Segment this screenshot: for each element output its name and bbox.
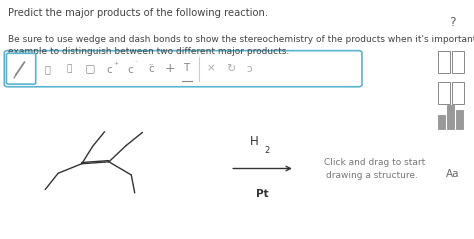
Bar: [452, 51, 464, 73]
Text: ↻: ↻: [226, 64, 236, 74]
Text: Aa: Aa: [446, 169, 459, 179]
Bar: [438, 82, 450, 104]
Text: c: c: [107, 65, 113, 75]
Bar: [456, 110, 463, 129]
Text: Pt: Pt: [256, 189, 269, 199]
Text: ✋: ✋: [67, 64, 72, 73]
Text: 2: 2: [264, 146, 270, 155]
Text: ⬭: ⬭: [45, 64, 50, 74]
Text: drawing a structure.: drawing a structure.: [327, 171, 418, 180]
Text: c: c: [128, 65, 133, 75]
Text: +: +: [114, 61, 119, 66]
Text: ?: ?: [449, 16, 456, 29]
Bar: [452, 82, 464, 104]
Bar: [438, 51, 450, 73]
Text: ⁻: ⁻: [134, 61, 137, 66]
Text: Click and drag to start: Click and drag to start: [324, 158, 425, 167]
Text: Predict the major products of the following reaction.: Predict the major products of the follow…: [8, 8, 268, 18]
Text: Be sure to use wedge and dash bonds to show the stereochemistry of the products : Be sure to use wedge and dash bonds to s…: [8, 35, 474, 56]
Text: ×: ×: [207, 64, 215, 74]
Bar: [438, 115, 445, 129]
Bar: [447, 105, 454, 129]
FancyBboxPatch shape: [7, 53, 36, 84]
Text: +: +: [164, 62, 175, 75]
Text: ▢: ▢: [85, 64, 95, 74]
Text: H: H: [249, 135, 258, 148]
FancyBboxPatch shape: [4, 51, 362, 87]
Text: T: T: [183, 63, 190, 72]
Text: c̈: c̈: [148, 64, 154, 74]
Text: ɔ: ɔ: [247, 64, 253, 74]
